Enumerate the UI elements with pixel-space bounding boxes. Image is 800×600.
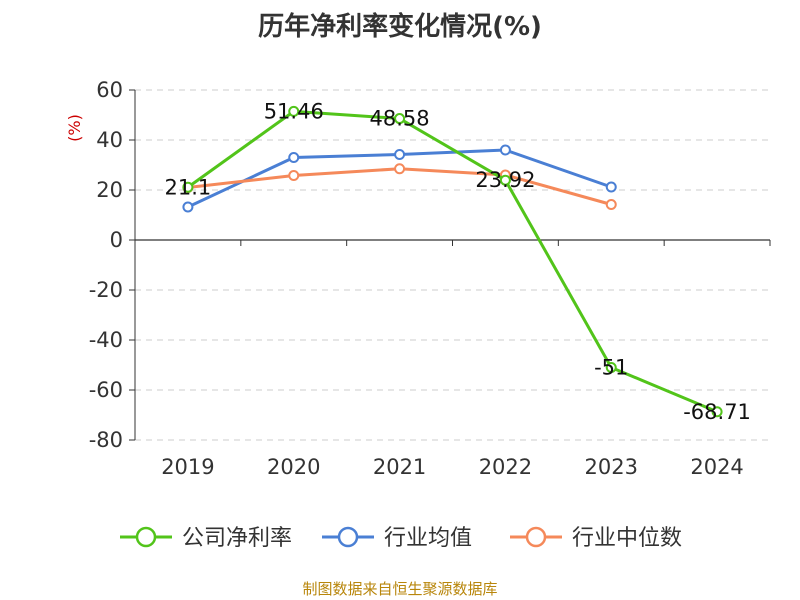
- data-point: [288, 105, 300, 117]
- data-point: [288, 152, 300, 163]
- y-tick-label: -80: [89, 428, 123, 452]
- x-tick-label: 2020: [267, 455, 320, 479]
- data-label: 23.92: [475, 168, 535, 192]
- data-label: -51: [594, 356, 628, 380]
- data-point: [605, 362, 617, 373]
- x-tick-label: 2024: [690, 455, 743, 479]
- y-tick-label: 20: [96, 178, 123, 202]
- data-point: [288, 170, 300, 181]
- legend-swatch-marker: [135, 526, 157, 548]
- x-tick-label: 2022: [479, 455, 532, 479]
- y-tick-label: -20: [89, 278, 123, 302]
- legend-label: 行业均值: [384, 526, 472, 551]
- series-line: [187, 109, 718, 414]
- data-point: [394, 163, 406, 175]
- data-point: [711, 406, 723, 418]
- legend-label: 公司净利率: [182, 526, 292, 551]
- legend-swatch-marker: [525, 526, 547, 548]
- y-tick-label: 40: [96, 128, 123, 152]
- data-point: [605, 181, 617, 193]
- data-label: 51.46: [264, 99, 324, 123]
- data-label: -68.71: [683, 400, 751, 424]
- x-tick-label: 2023: [585, 455, 638, 479]
- legend-label: 行业中位数: [572, 526, 682, 551]
- data-label: 48.58: [370, 107, 430, 131]
- y-tick-label: -60: [89, 378, 123, 402]
- chart-title: 历年净利率变化情况(%): [258, 12, 542, 42]
- y-tick-label: -40: [89, 328, 123, 352]
- data-point: [605, 199, 617, 210]
- y-tick-label: 0: [110, 228, 123, 252]
- source-note: 制图数据来自恒生聚源数据库: [302, 580, 498, 598]
- data-point: [394, 113, 406, 125]
- data-point: [499, 144, 511, 156]
- data-point: [182, 181, 194, 193]
- x-tick-label: 2019: [161, 455, 214, 479]
- data-point: [499, 174, 511, 186]
- legend-swatch-marker: [337, 526, 359, 548]
- y-tick-label: 60: [96, 78, 123, 102]
- y-axis-unit: (%): [65, 114, 84, 142]
- x-tick-label: 2021: [373, 455, 426, 479]
- data-point: [394, 149, 406, 160]
- data-label: 21.1: [165, 175, 212, 199]
- data-point: [182, 201, 194, 213]
